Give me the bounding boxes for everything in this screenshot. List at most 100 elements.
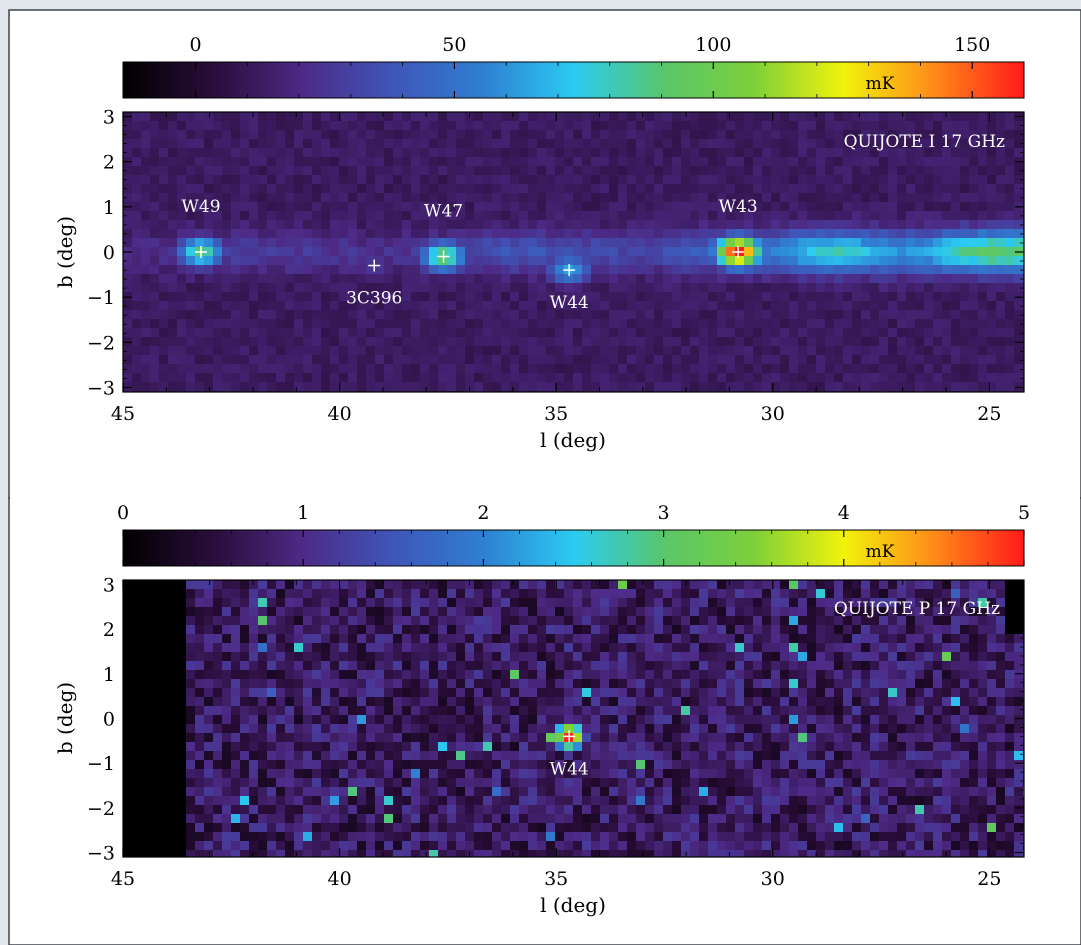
- heatmap-cell: [573, 589, 583, 599]
- heatmap-cell: [1014, 166, 1024, 176]
- heatmap-cell: [249, 211, 259, 221]
- heatmap-cell: [510, 697, 520, 707]
- heatmap-cell: [942, 292, 952, 302]
- heatmap-cell: [528, 706, 538, 716]
- heatmap-cell: [969, 382, 979, 392]
- heatmap-cell: [582, 274, 592, 284]
- heatmap-cell: [501, 679, 511, 689]
- heatmap-cell: [537, 337, 547, 347]
- heatmap-cell: [924, 193, 934, 203]
- heatmap-cell: [843, 634, 853, 644]
- heatmap-cell: [816, 175, 826, 185]
- heatmap-cell: [816, 292, 826, 302]
- heatmap-cell: [915, 382, 925, 392]
- heatmap-cell: [744, 148, 754, 158]
- heatmap-cell: [942, 121, 952, 131]
- heatmap-cell: [735, 166, 745, 176]
- heatmap-cell: [510, 166, 520, 176]
- heatmap-cell: [456, 337, 466, 347]
- heatmap-cell: [735, 283, 745, 293]
- heatmap-cell: [195, 688, 205, 698]
- heatmap-cell: [618, 274, 628, 284]
- heatmap-cell: [465, 688, 475, 698]
- heatmap-cell: [276, 274, 286, 284]
- heatmap-cell: [231, 355, 241, 365]
- heatmap-cell: [609, 301, 619, 311]
- heatmap-cell: [555, 157, 565, 167]
- heatmap-cell: [321, 337, 331, 347]
- heatmap-cell: [996, 706, 1006, 716]
- heatmap-cell: [249, 364, 259, 374]
- heatmap-cell: [924, 598, 934, 608]
- heatmap-cell: [789, 364, 799, 374]
- heatmap-cell: [825, 382, 835, 392]
- heatmap-cell: [429, 130, 439, 140]
- heatmap-cell: [897, 652, 907, 662]
- heatmap-cell: [492, 706, 502, 716]
- heatmap-cell: [474, 328, 484, 338]
- heatmap-cell: [753, 607, 763, 617]
- heatmap-cell: [186, 193, 196, 203]
- heatmap-cell: [690, 625, 700, 635]
- heatmap-cell: [312, 292, 322, 302]
- heatmap-cell: [411, 283, 421, 293]
- heatmap-cell: [996, 652, 1006, 662]
- heatmap-cell: [987, 265, 997, 275]
- heatmap-cell: [339, 697, 349, 707]
- heatmap-cell: [285, 652, 295, 662]
- heatmap-cell: [672, 184, 682, 194]
- heatmap-cell: [312, 175, 322, 185]
- heatmap-cell: [591, 652, 601, 662]
- heatmap-cell: [357, 634, 367, 644]
- heatmap-cell: [321, 616, 331, 626]
- heatmap-cell: [159, 373, 169, 383]
- heatmap-cell: [861, 697, 871, 707]
- heatmap-cell: [996, 382, 1006, 392]
- heatmap-cell: [474, 688, 484, 698]
- heatmap-cell: [384, 670, 394, 680]
- heatmap-cell: [969, 274, 979, 284]
- heatmap-cell: [609, 256, 619, 266]
- heatmap-cell: [735, 265, 745, 275]
- heatmap-cell: [357, 157, 367, 167]
- heatmap-cell: [996, 211, 1006, 221]
- heatmap-cell: [780, 355, 790, 365]
- heatmap-cell: [159, 157, 169, 167]
- heatmap-cell: [276, 346, 286, 356]
- heatmap-cell: [906, 625, 916, 635]
- heatmap-cell: [564, 202, 574, 212]
- heatmap-cell: [474, 175, 484, 185]
- heatmap-cell: [222, 373, 232, 383]
- heatmap-cell: [744, 238, 754, 248]
- heatmap-cell: [789, 175, 799, 185]
- heatmap-cell: [933, 274, 943, 284]
- heatmap-cell: [816, 670, 826, 680]
- heatmap-cell: [951, 580, 961, 590]
- heatmap-cell: [969, 652, 979, 662]
- heatmap-cell: [240, 337, 250, 347]
- heatmap-cell: [393, 292, 403, 302]
- heatmap-cell: [933, 184, 943, 194]
- heatmap-cell: [753, 130, 763, 140]
- heatmap-cell: [852, 328, 862, 338]
- heatmap-cell: [618, 166, 628, 176]
- heatmap-cell: [699, 625, 709, 635]
- heatmap-cell: [510, 157, 520, 167]
- heatmap-cell: [393, 706, 403, 716]
- heatmap-cell: [825, 112, 835, 122]
- x-tick-label: 35: [544, 403, 568, 425]
- heatmap-cell: [456, 634, 466, 644]
- heatmap-cell: [303, 625, 313, 635]
- heatmap-cell: [681, 202, 691, 212]
- heatmap-cell: [267, 166, 277, 176]
- heatmap-cell: [474, 184, 484, 194]
- heatmap-cell: [357, 652, 367, 662]
- heatmap-cell: [789, 319, 799, 329]
- heatmap-cell: [672, 652, 682, 662]
- heatmap-cell: [285, 283, 295, 293]
- heatmap-cell: [384, 355, 394, 365]
- heatmap-cell: [528, 202, 538, 212]
- heatmap-cell: [438, 346, 448, 356]
- heatmap-cell: [807, 364, 817, 374]
- heatmap-cell: [339, 382, 349, 392]
